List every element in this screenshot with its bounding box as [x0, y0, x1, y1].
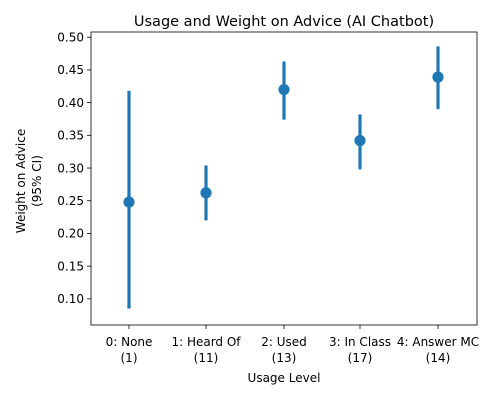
mean-point [200, 187, 212, 199]
y-tick-label: 0.20 [57, 227, 84, 241]
y-axis: 0.10 0.15 0.20 0.25 0.30 0.35 0.40 0.45 0.50 [57, 31, 91, 306]
x-tick-label: 3: In Class [329, 335, 391, 349]
y-axis-label: Weight on Advice (95% CI) [14, 129, 44, 233]
y-axis-label-line-2: (95% CI) [30, 155, 44, 207]
x-tick-label: 4: Answer MC [397, 335, 479, 349]
y-tick-label: 0.45 [57, 63, 84, 77]
x-tick-count: (11) [194, 351, 219, 365]
y-tick-label: 0.35 [57, 129, 84, 143]
y-tick-label: 0.30 [57, 161, 84, 175]
mean-point [354, 134, 366, 147]
x-tick-count: (13) [272, 351, 297, 365]
mean-point [278, 83, 290, 96]
y-axis-label-line-1: Weight on Advice [14, 129, 28, 233]
mean-point [432, 71, 444, 83]
mean-point [123, 196, 135, 208]
chart-title: Usage and Weight on Advice (AI Chatbot) [134, 14, 434, 30]
x-tick-label: 2: Used [261, 335, 307, 349]
x-tick-label: 1: Heard Of [171, 335, 241, 349]
x-tick-count: (17) [348, 351, 373, 365]
x-tick-count: (1) [121, 351, 138, 365]
x-axis: 0: None (1) 1: Heard Of (11) 2: Used (13) 3: I… [106, 325, 479, 365]
plot-area [123, 46, 444, 309]
y-tick-label: 0.40 [57, 96, 84, 110]
x-tick-label: 0: None [106, 335, 153, 349]
y-tick-label: 0.15 [57, 259, 84, 273]
x-axis-label: Usage Level [248, 371, 321, 385]
y-tick-label: 0.50 [57, 31, 84, 45]
y-tick-label: 0.25 [57, 194, 84, 208]
x-tick-count: (14) [426, 351, 451, 365]
y-tick-label: 0.10 [57, 292, 84, 306]
plot-frame [90, 31, 478, 326]
